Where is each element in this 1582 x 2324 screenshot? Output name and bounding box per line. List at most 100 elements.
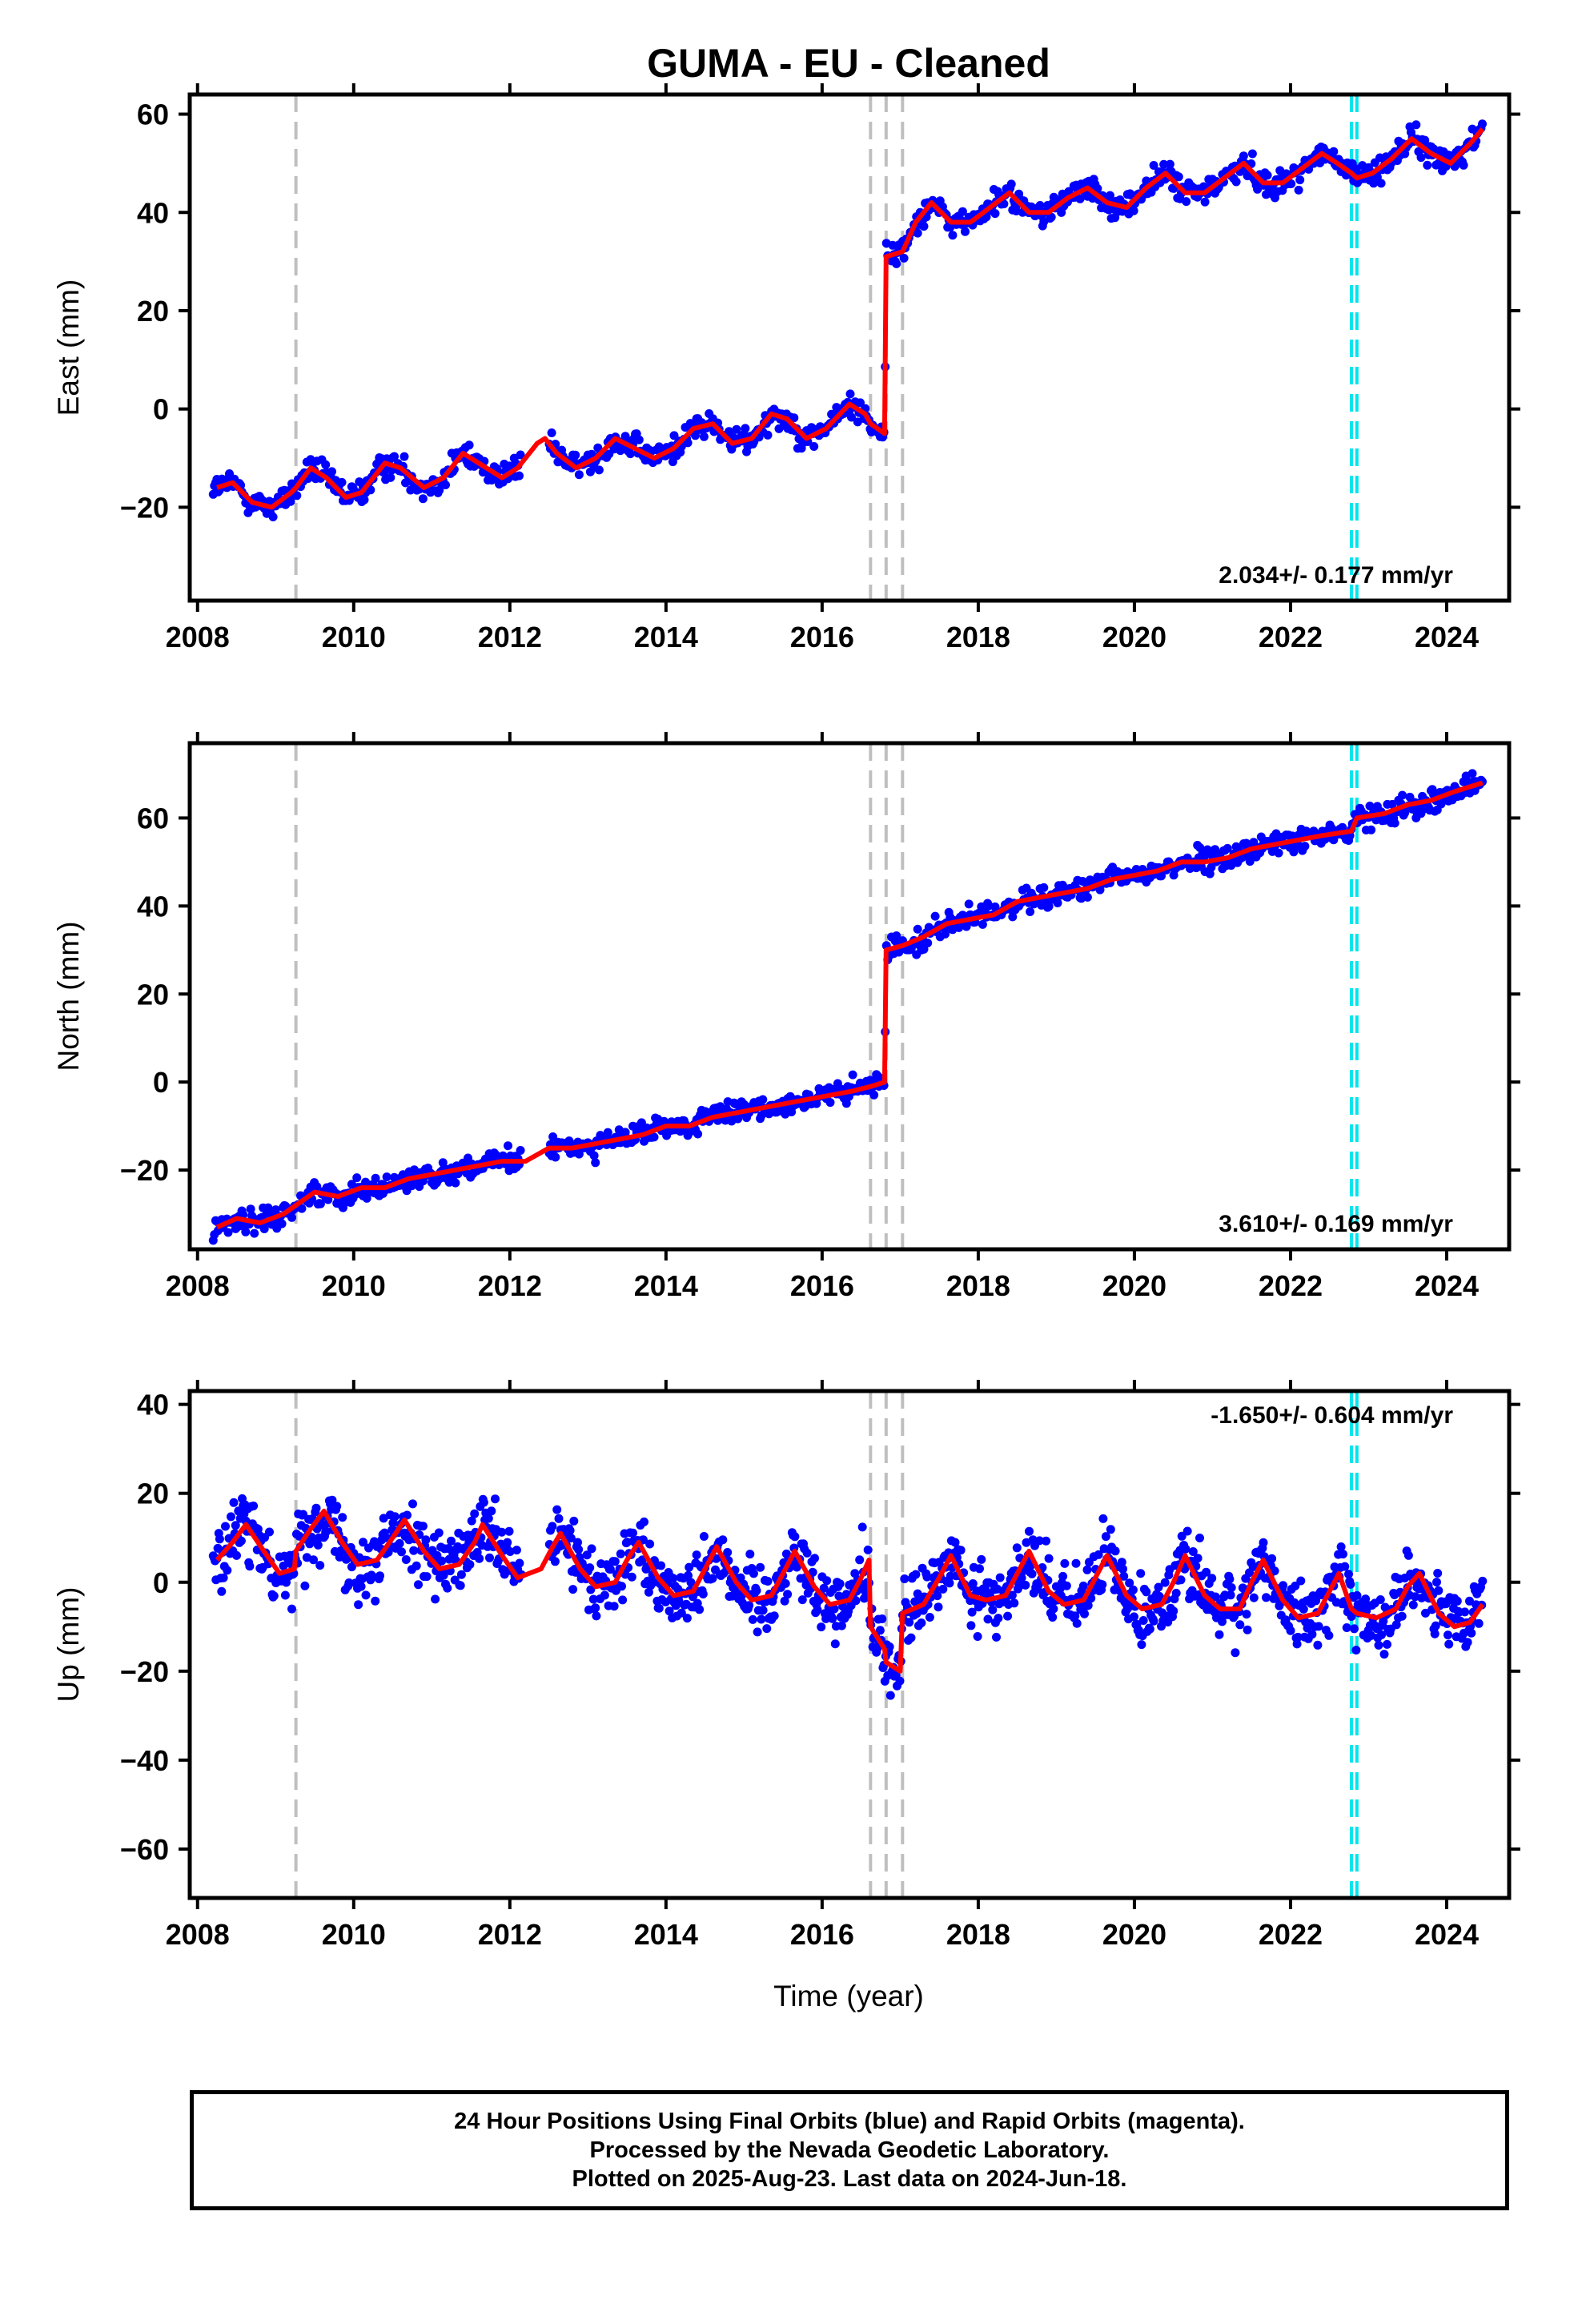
chart-title: GUMA - EU - Cleaned xyxy=(647,41,1050,86)
x-tick-label: 2012 xyxy=(478,621,542,653)
data-point xyxy=(250,1228,259,1238)
data-point xyxy=(1101,1532,1110,1542)
data-point xyxy=(1182,1526,1192,1536)
data-point xyxy=(1391,1620,1401,1630)
daily-position-points xyxy=(208,119,1487,521)
data-point xyxy=(819,1583,829,1593)
data-point xyxy=(456,1570,466,1579)
data-point xyxy=(241,1227,251,1236)
data-point xyxy=(1324,1630,1334,1640)
x-tick-label: 2014 xyxy=(634,1918,698,1951)
data-point xyxy=(1034,1536,1044,1546)
data-point xyxy=(790,1532,800,1542)
data-point xyxy=(591,1603,600,1613)
data-point xyxy=(484,1514,493,1523)
data-point xyxy=(627,1572,636,1582)
data-point xyxy=(762,1624,772,1634)
data-point xyxy=(1286,1626,1295,1635)
data-point xyxy=(1008,912,1018,922)
x-tick-label: 2010 xyxy=(322,621,386,653)
data-point xyxy=(589,1151,599,1160)
x-tick-label: 2024 xyxy=(1415,621,1479,653)
data-point xyxy=(698,1590,708,1598)
data-point xyxy=(830,1639,840,1649)
data-point xyxy=(757,1614,766,1624)
data-point xyxy=(1145,1624,1154,1634)
data-point xyxy=(1274,848,1283,858)
data-point xyxy=(1174,172,1183,182)
data-point xyxy=(1215,1630,1224,1639)
x-tick-label: 2010 xyxy=(322,1918,386,1951)
data-point xyxy=(1012,1543,1022,1553)
data-point xyxy=(407,1181,416,1191)
data-point xyxy=(401,1555,411,1564)
data-point xyxy=(516,1146,525,1155)
data-point xyxy=(1296,1576,1306,1586)
data-point xyxy=(973,1632,982,1641)
data-point xyxy=(1311,1596,1321,1606)
data-point xyxy=(763,430,773,440)
data-point xyxy=(1300,842,1310,851)
data-point xyxy=(485,1553,494,1562)
data-point xyxy=(277,1219,287,1228)
data-point xyxy=(1463,1638,1472,1647)
data-point xyxy=(983,1614,993,1624)
data-point xyxy=(464,440,474,450)
data-point xyxy=(332,1502,342,1511)
data-point xyxy=(497,1527,507,1537)
y-tick-label: −40 xyxy=(120,1744,169,1777)
data-point xyxy=(600,1590,609,1600)
x-tick-label: 2014 xyxy=(634,1269,698,1302)
data-point xyxy=(1154,1582,1163,1592)
up-panel: 40 20 0 −20 −40 −60 2008 2010 2012 2014 2016 2018 20… xyxy=(52,1380,1520,1951)
data-point xyxy=(892,931,901,940)
data-point xyxy=(1106,191,1114,200)
x-tick-label: 2018 xyxy=(946,621,1010,653)
data-point xyxy=(566,1534,576,1543)
data-point xyxy=(1003,1611,1013,1621)
data-point xyxy=(845,389,855,399)
data-point xyxy=(223,1228,233,1237)
data-point xyxy=(1072,1618,1082,1628)
data-point xyxy=(919,222,929,231)
data-point xyxy=(822,1576,832,1586)
data-point xyxy=(586,1585,596,1594)
data-point xyxy=(1313,1640,1323,1650)
data-point xyxy=(1176,1575,1186,1585)
data-point xyxy=(686,1578,696,1587)
data-point xyxy=(1159,159,1169,169)
x-tick-label: 2022 xyxy=(1259,621,1323,653)
data-point xyxy=(1117,1558,1126,1567)
data-point xyxy=(1432,1578,1441,1587)
data-point xyxy=(855,1555,865,1565)
data-point xyxy=(934,1602,943,1612)
y-tick-label: −20 xyxy=(120,491,169,524)
data-point xyxy=(745,1550,755,1559)
x-tick-label: 2020 xyxy=(1102,1269,1166,1302)
data-point xyxy=(403,1510,412,1520)
data-point xyxy=(268,513,278,521)
data-point xyxy=(809,442,819,451)
data-point xyxy=(1289,847,1299,857)
data-point xyxy=(554,1514,564,1523)
data-point xyxy=(465,1560,475,1570)
data-point xyxy=(1200,197,1210,207)
data-point xyxy=(327,1495,337,1505)
data-point xyxy=(1095,885,1105,895)
data-point xyxy=(441,480,450,489)
data-point xyxy=(617,1582,626,1591)
data-point xyxy=(1342,1623,1351,1632)
data-point xyxy=(1340,1562,1350,1571)
x-tick-label: 2012 xyxy=(478,1269,542,1302)
data-point xyxy=(1049,1604,1058,1614)
x-tick-label: 2018 xyxy=(946,1269,1010,1302)
data-point xyxy=(1188,1547,1198,1556)
data-point xyxy=(685,1562,694,1572)
data-point xyxy=(616,1549,625,1558)
data-point xyxy=(828,1614,837,1623)
data-point xyxy=(1211,1592,1220,1602)
data-point xyxy=(644,1587,653,1597)
x-tick-label: 2008 xyxy=(166,1269,230,1302)
data-point xyxy=(1142,1587,1151,1597)
data-point xyxy=(315,1199,325,1208)
